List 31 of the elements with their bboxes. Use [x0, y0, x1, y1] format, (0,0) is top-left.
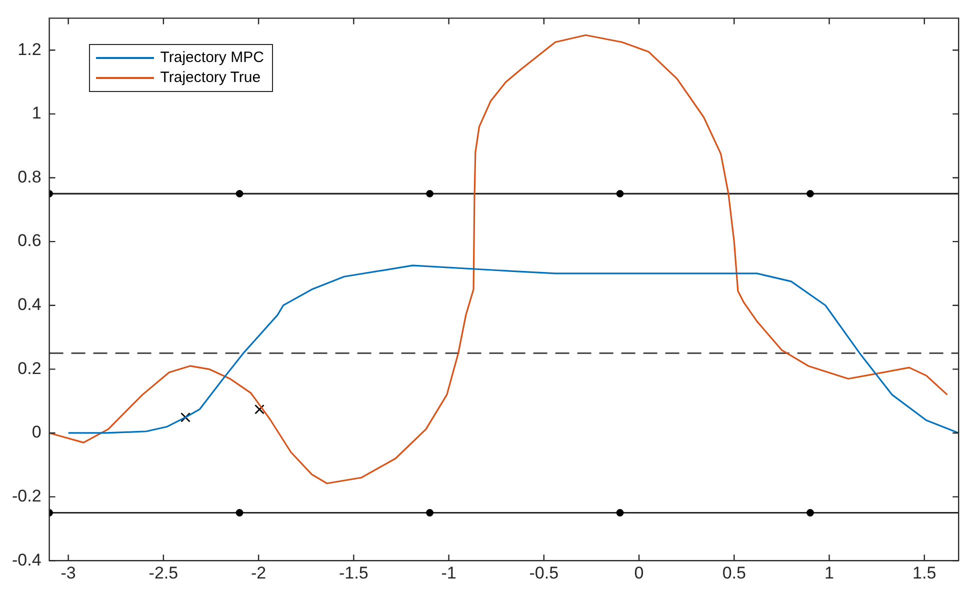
- y-tick-label: -0.2: [12, 486, 42, 506]
- point: [616, 190, 624, 198]
- y-tick-label: 0.6: [18, 231, 42, 250]
- y-tick-label: 0.8: [18, 167, 42, 186]
- y-tick-label: 0.4: [18, 295, 42, 314]
- point: [806, 509, 814, 516]
- x-tick-label: -1.5: [339, 563, 368, 582]
- x-tick-label: -0.5: [529, 563, 559, 582]
- point: [236, 509, 244, 516]
- point: [806, 190, 814, 198]
- point: [426, 190, 434, 198]
- x-tick-label: -2: [250, 563, 266, 582]
- y-tick-label: -0.4: [12, 550, 42, 570]
- y-tick-label: 1: [32, 104, 42, 123]
- legend-label: Trajectory MPC: [160, 48, 264, 68]
- point: [616, 509, 624, 516]
- y-tick-label: 0.2: [18, 358, 42, 378]
- x-tick-label: -1: [441, 563, 456, 582]
- x-tick-label: -3: [60, 563, 76, 582]
- y-tick-label: 1.2: [18, 40, 42, 59]
- point: [254, 404, 264, 414]
- legend-label: Trajectory True: [160, 68, 261, 88]
- point: [236, 190, 244, 198]
- x-tick-label: 0.5: [722, 563, 746, 582]
- x-tick-label: 1: [824, 563, 834, 582]
- point: [180, 412, 190, 422]
- point: [426, 509, 434, 516]
- x-tick-label: 0: [634, 563, 644, 582]
- x-tick-label: 1.5: [912, 563, 936, 582]
- y-tick-label: 0: [32, 422, 42, 442]
- x-tick-label: -2.5: [148, 563, 178, 582]
